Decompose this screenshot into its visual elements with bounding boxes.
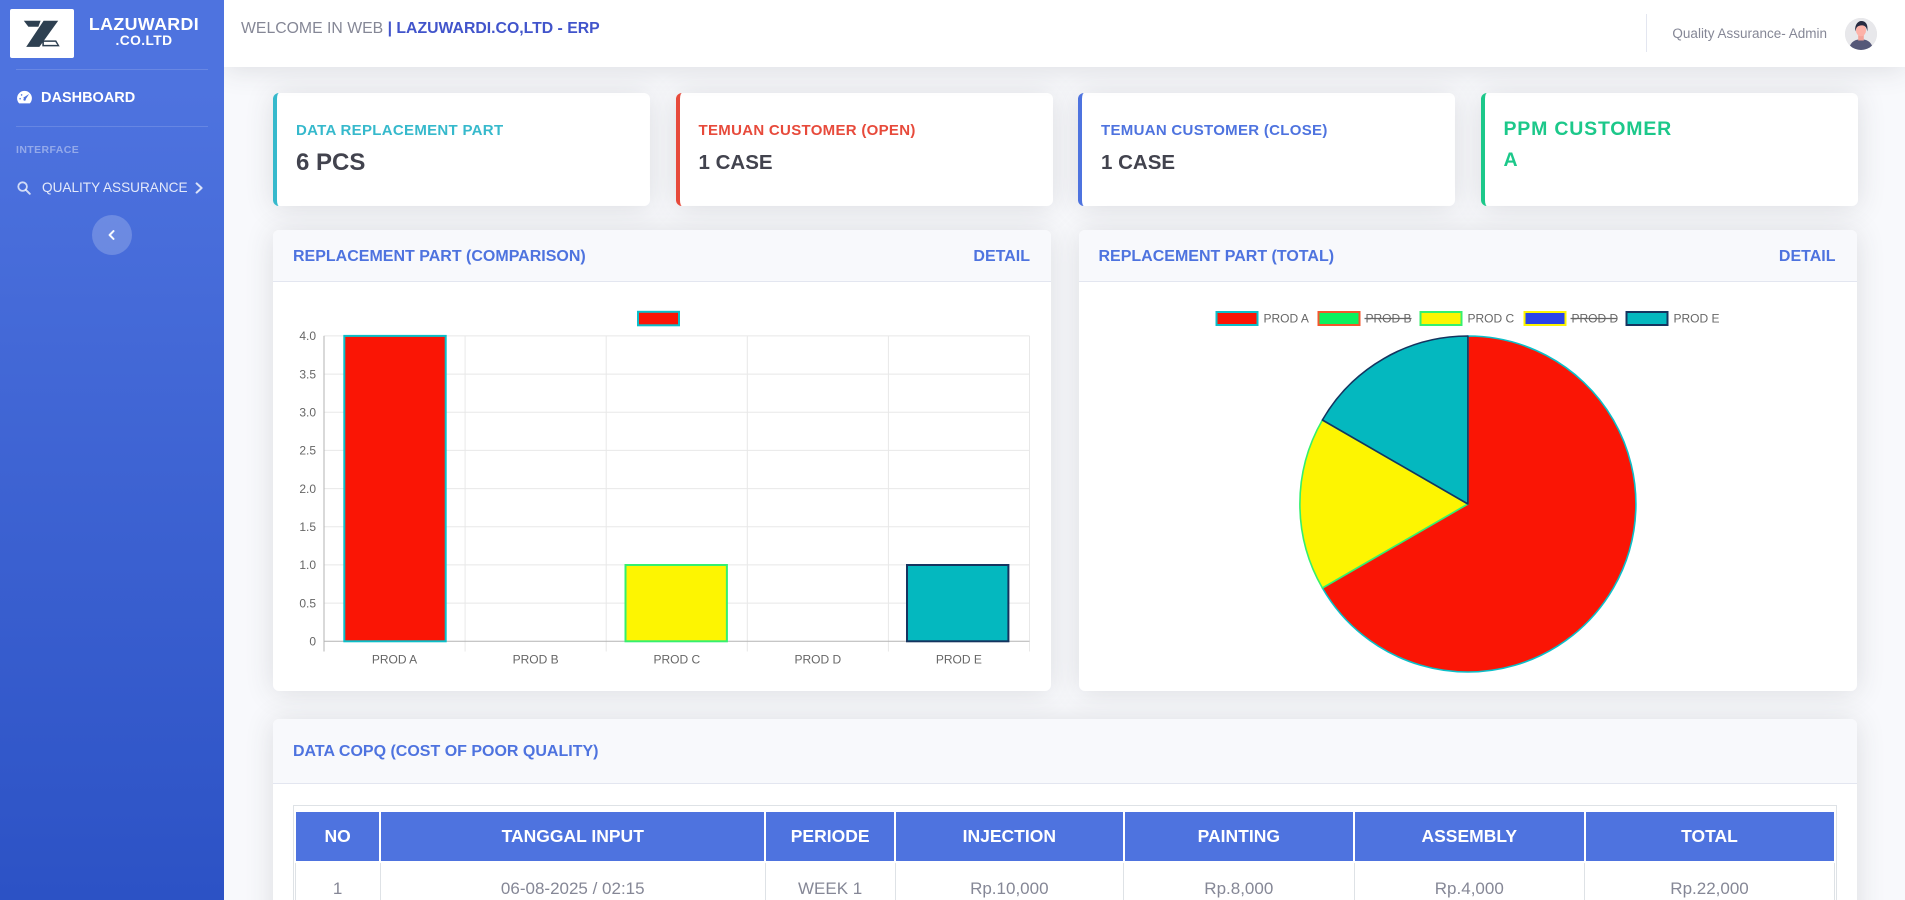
- svg-text:2.0: 2.0: [299, 482, 316, 496]
- svg-text:PROD E: PROD E: [936, 653, 982, 667]
- svg-text:2.5: 2.5: [299, 444, 316, 458]
- svg-text:PROD B: PROD B: [513, 653, 559, 667]
- svg-text:1.5: 1.5: [299, 520, 316, 534]
- svg-text:PROD E: PROD E: [1673, 312, 1719, 326]
- svg-text:4.0: 4.0: [299, 329, 316, 343]
- svg-text:PROD A: PROD A: [1263, 312, 1308, 326]
- svg-text:PROD D: PROD D: [794, 653, 841, 667]
- svg-text:PROD C: PROD C: [1467, 312, 1514, 326]
- svg-text:1.0: 1.0: [299, 558, 316, 572]
- svg-text:0.5: 0.5: [299, 596, 316, 610]
- svg-text:PROD A: PROD A: [372, 653, 417, 667]
- svg-text:3.5: 3.5: [299, 367, 316, 381]
- svg-text:3.0: 3.0: [299, 405, 316, 419]
- svg-text:0: 0: [309, 635, 316, 649]
- svg-text:PROD C: PROD C: [653, 653, 700, 667]
